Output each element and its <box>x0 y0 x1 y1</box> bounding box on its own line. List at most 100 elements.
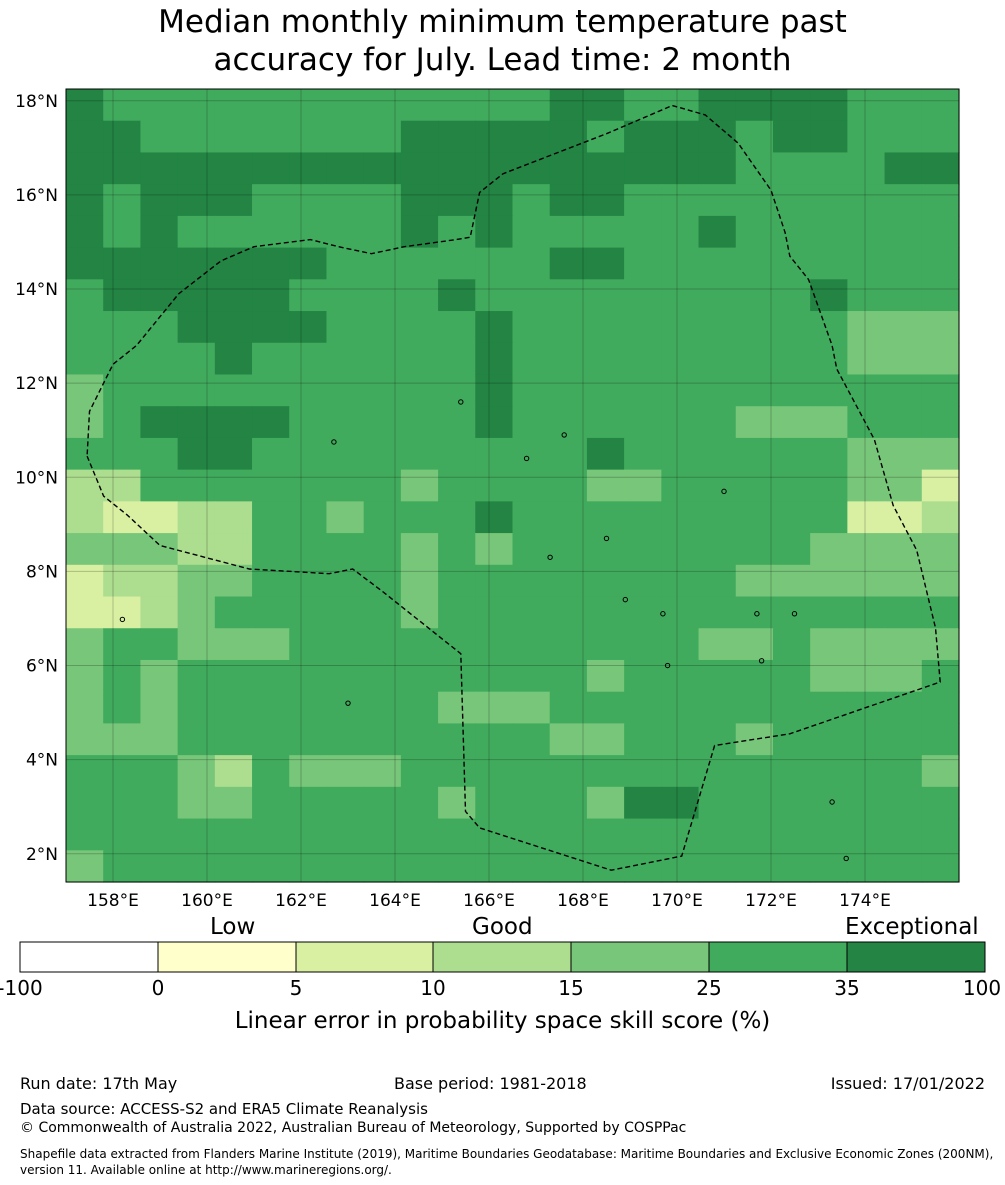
grid-cell <box>586 406 625 439</box>
grid-cell <box>586 723 625 756</box>
colorbar-bin <box>295 941 434 973</box>
grid-cell <box>103 691 142 724</box>
grid-cell <box>549 437 588 471</box>
grid-cell <box>214 311 253 344</box>
grid-cell <box>177 247 216 280</box>
grid-cell <box>252 628 290 661</box>
grid-cell <box>66 469 104 502</box>
grid-cell <box>103 311 142 344</box>
grid-cell <box>586 247 625 280</box>
grid-cell <box>549 628 588 661</box>
grid-cell <box>661 437 700 471</box>
grid-cell <box>586 342 625 376</box>
grid-cell <box>438 786 476 820</box>
grid-cell <box>884 89 923 122</box>
grid-cell <box>103 818 142 851</box>
grid-cell <box>698 818 737 851</box>
grid-cell <box>438 120 476 154</box>
grid-cell <box>921 564 960 598</box>
grid-cell <box>735 469 774 502</box>
grid-cell <box>252 691 290 724</box>
grid-cell <box>661 406 700 439</box>
grid-cell <box>438 691 476 724</box>
grid-cell <box>884 152 923 185</box>
grid-cell <box>661 723 700 756</box>
grid-cell <box>289 755 328 788</box>
grid-cell <box>735 533 774 566</box>
grid-cell <box>103 89 142 122</box>
grid-cell <box>549 469 588 502</box>
grid-cell <box>810 723 848 756</box>
grid-cell <box>772 596 811 629</box>
grid-cell <box>847 184 886 217</box>
island-outline <box>754 611 760 617</box>
grid-cell <box>698 374 737 407</box>
grid-cell <box>363 437 402 471</box>
grid-cell <box>475 628 514 661</box>
grid-cell <box>624 152 662 185</box>
grid-cell <box>475 184 514 217</box>
grid-cell <box>512 501 551 534</box>
grid-cell <box>475 215 514 249</box>
grid-cell <box>549 596 588 629</box>
grid-cell <box>586 469 625 502</box>
grid-cell <box>624 850 662 883</box>
grid-cell <box>512 723 551 756</box>
grid-cell <box>177 311 216 344</box>
grid-cell <box>549 786 588 820</box>
grid-cell <box>698 596 737 629</box>
grid-cell <box>735 628 774 661</box>
grid-cell <box>252 89 290 122</box>
grid-cell <box>438 184 476 217</box>
grid-cell <box>363 818 402 851</box>
grid-cell <box>214 850 253 883</box>
grid-cell <box>698 184 737 217</box>
grid-cell <box>363 374 402 407</box>
grid-cell <box>66 437 104 471</box>
grid-cell <box>735 374 774 407</box>
grid-cell <box>475 374 514 407</box>
grid-cell <box>103 184 142 217</box>
grid-cell <box>214 501 253 534</box>
grid-cell <box>921 215 960 249</box>
grid-cell <box>326 437 365 471</box>
grid-cell <box>624 279 662 312</box>
grid-cell <box>177 533 216 566</box>
grid-cell <box>363 279 402 312</box>
grid-cell <box>326 850 365 883</box>
grid-cell <box>103 755 142 788</box>
grid-cell <box>810 437 848 471</box>
grid-cell <box>363 786 402 820</box>
grid-cell <box>810 659 848 693</box>
grid-cell <box>140 818 179 851</box>
grid-cell <box>512 437 551 471</box>
grid-cell <box>289 406 328 439</box>
grid-cell <box>326 755 365 788</box>
grid-cell <box>177 215 216 249</box>
map-title-line-2: accuracy for July. Lead time: 2 month <box>213 42 792 78</box>
grid-cell <box>586 120 625 154</box>
grid-cell <box>438 215 476 249</box>
grid-cell <box>140 628 179 661</box>
grid-cell <box>66 120 104 154</box>
grid-cell <box>140 152 179 185</box>
grid-cell <box>400 374 439 407</box>
grid-cell <box>177 723 216 756</box>
grid-cell <box>289 311 328 344</box>
map-frame <box>65 88 960 883</box>
grid-cell <box>400 723 439 756</box>
grid-cell <box>177 342 216 376</box>
grid-cell <box>698 691 737 724</box>
grid-cell <box>252 533 290 566</box>
grid-cell <box>735 437 774 471</box>
grid-cell <box>512 691 551 724</box>
grid-cell <box>884 691 923 724</box>
grid-cell <box>661 501 700 534</box>
grid-cell <box>252 786 290 820</box>
grid-cell <box>921 659 960 693</box>
grid-cell <box>103 120 142 154</box>
grid-cell <box>624 120 662 154</box>
grid-cell <box>661 786 700 820</box>
grid-cell <box>400 342 439 376</box>
grid-cell <box>624 501 662 534</box>
